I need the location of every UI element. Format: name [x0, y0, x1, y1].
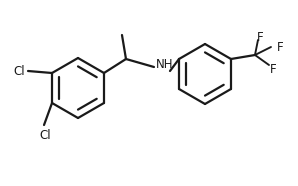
Text: NH: NH: [156, 57, 173, 70]
Text: F: F: [277, 41, 284, 54]
Text: F: F: [257, 31, 263, 44]
Text: Cl: Cl: [13, 65, 25, 78]
Text: F: F: [270, 62, 276, 76]
Text: Cl: Cl: [39, 129, 51, 142]
